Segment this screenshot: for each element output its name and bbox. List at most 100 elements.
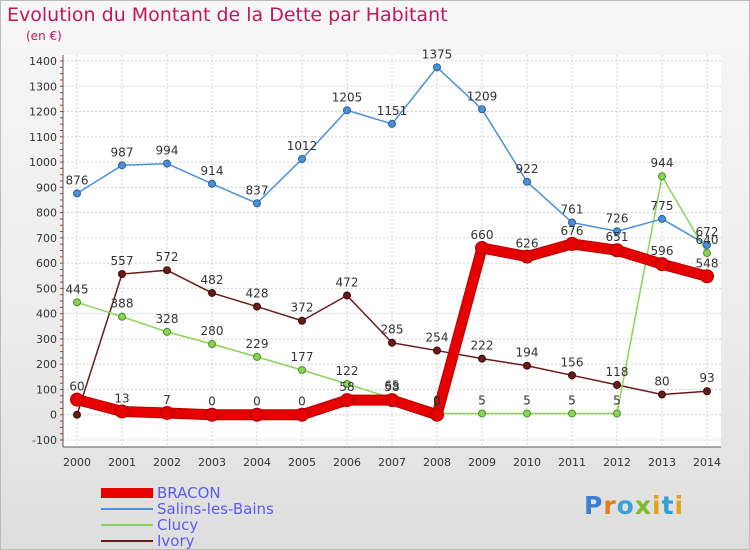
y-tick-label: 200 <box>36 358 57 371</box>
data-label-bracon: 651 <box>606 230 629 244</box>
data-point-ivory <box>388 338 396 347</box>
data-point-clucy <box>73 298 81 307</box>
data-point-clucy <box>343 379 351 388</box>
data-label-ivory: 254 <box>426 331 449 345</box>
y-tick-label: 1200 <box>29 106 57 119</box>
y-tick-label: 700 <box>36 232 57 245</box>
x-tick-label: 2010 <box>513 456 541 469</box>
data-point-bracon <box>70 392 84 407</box>
data-label-salins-les-bains: 1151 <box>377 104 408 118</box>
data-point-salins-les-bains <box>388 119 396 128</box>
y-tick-label: 0 <box>50 409 57 422</box>
data-label-ivory: 285 <box>381 323 404 337</box>
data-label-bracon: 58 <box>339 380 354 394</box>
x-tick-label: 2014 <box>693 456 721 469</box>
data-label-ivory: 156 <box>561 355 584 369</box>
y-tick-label: 100 <box>36 383 57 396</box>
data-point-bracon <box>295 407 309 422</box>
x-tick-label: 2002 <box>153 456 181 469</box>
data-label-ivory: 472 <box>336 275 359 289</box>
legend-label: Salins-les-Bains <box>157 500 274 518</box>
legend-swatch <box>101 524 153 526</box>
data-label-ivory: 80 <box>654 375 669 389</box>
proxiti-logo: Proxiti <box>584 491 685 520</box>
legend-swatch <box>101 540 153 542</box>
legend-label: Ivory <box>157 532 195 550</box>
x-tick-label: 2011 <box>558 456 586 469</box>
data-point-ivory <box>73 410 81 419</box>
data-label-clucy: 5 <box>523 393 531 407</box>
data-point-ivory <box>568 371 576 380</box>
data-point-bracon <box>565 236 579 251</box>
data-point-salins-les-bains <box>118 161 126 170</box>
data-label-salins-les-bains: 994 <box>156 144 179 158</box>
data-point-bracon <box>610 243 624 258</box>
y-tick-label: 300 <box>36 333 57 346</box>
data-point-bracon <box>385 393 399 408</box>
legend: BRACON Salins-les-Bains Clucy Ivory <box>101 485 274 549</box>
data-label-salins-les-bains: 876 <box>66 173 89 187</box>
y-tick-label: 1100 <box>29 131 57 144</box>
data-point-ivory <box>523 361 531 370</box>
data-label-salins-les-bains: 1375 <box>422 47 453 61</box>
data-label-ivory: 557 <box>111 254 134 268</box>
x-tick-label: 2008 <box>423 456 451 469</box>
data-point-bracon <box>655 257 669 272</box>
data-label-bracon: 0 <box>208 395 216 409</box>
data-point-salins-les-bains <box>343 106 351 115</box>
y-tick-label: 800 <box>36 207 57 220</box>
x-tick-label: 2004 <box>243 456 271 469</box>
data-label-bracon: 596 <box>651 244 674 258</box>
data-label-salins-les-bains: 775 <box>651 199 674 213</box>
x-tick-label: 2007 <box>378 456 406 469</box>
data-label-clucy: 5 <box>478 393 486 407</box>
data-point-ivory <box>658 390 666 399</box>
data-label-salins-les-bains: 1209 <box>467 89 498 103</box>
data-label-ivory: 428 <box>246 287 269 301</box>
data-point-clucy <box>118 312 126 321</box>
data-label-bracon: 0 <box>433 395 441 409</box>
data-point-salins-les-bains <box>208 179 216 188</box>
data-point-ivory <box>703 387 711 396</box>
y-tick-label: 500 <box>36 282 57 295</box>
y-tick-label: 1300 <box>29 80 57 93</box>
legend-swatch <box>101 488 153 498</box>
data-point-bracon <box>115 404 129 419</box>
data-point-clucy <box>613 409 621 418</box>
data-label-bracon: 60 <box>69 380 84 394</box>
data-label-ivory: 194 <box>516 346 539 360</box>
data-point-bracon <box>430 407 444 422</box>
data-point-bracon <box>700 269 714 284</box>
x-tick-label: 2006 <box>333 456 361 469</box>
data-point-bracon <box>340 393 354 408</box>
data-point-ivory <box>118 269 126 278</box>
data-label-clucy: 640 <box>696 233 719 247</box>
data-point-salins-les-bains <box>613 227 621 236</box>
data-point-bracon <box>250 407 264 422</box>
data-point-ivory <box>343 291 351 300</box>
x-tick-label: 2005 <box>288 456 316 469</box>
data-label-clucy: 177 <box>291 350 314 364</box>
data-label-clucy: 944 <box>651 156 674 170</box>
data-point-salins-les-bains <box>658 214 666 223</box>
data-point-bracon <box>205 407 219 422</box>
data-label-bracon: 676 <box>561 224 584 238</box>
data-point-salins-les-bains <box>523 177 531 186</box>
data-point-clucy <box>703 249 711 258</box>
data-label-clucy: 328 <box>156 312 179 326</box>
data-point-clucy <box>298 366 306 375</box>
data-label-salins-les-bains: 922 <box>516 162 539 176</box>
data-label-bracon: 626 <box>516 237 539 251</box>
data-point-bracon <box>475 240 489 255</box>
legend-label: Clucy <box>157 516 199 534</box>
x-tick-label: 2013 <box>648 456 676 469</box>
data-label-clucy: 5 <box>613 393 621 407</box>
data-label-salins-les-bains: 761 <box>561 202 584 216</box>
legend-item-ivory: Ivory <box>101 533 274 549</box>
x-tick-label: 2012 <box>603 456 631 469</box>
data-point-bracon <box>520 249 534 264</box>
data-label-clucy: 388 <box>111 297 134 311</box>
data-label-ivory: 118 <box>606 365 629 379</box>
